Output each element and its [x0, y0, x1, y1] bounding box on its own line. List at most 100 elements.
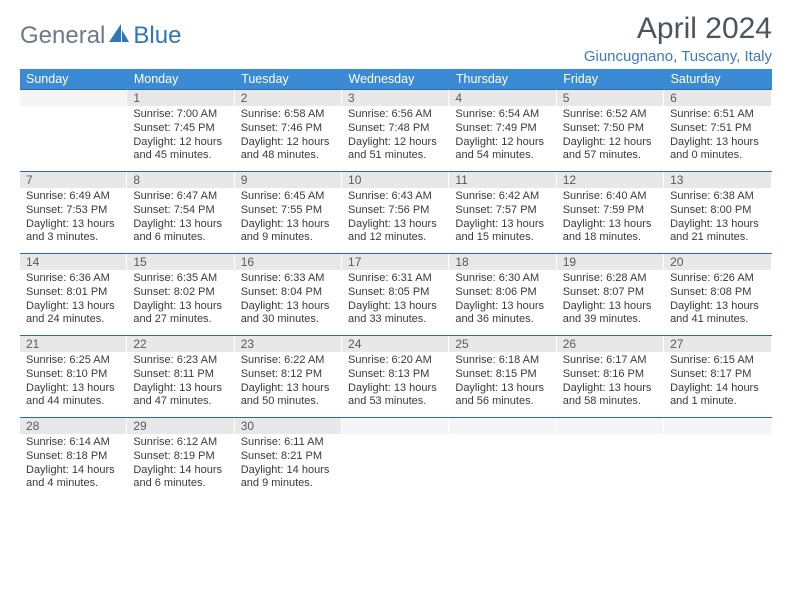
- day-line: Sunset: 8:11 PM: [133, 368, 228, 382]
- calendar-cell: 21Sunrise: 6:25 AMSunset: 8:10 PMDayligh…: [20, 336, 127, 418]
- day-line: Sunrise: 6:36 AM: [26, 272, 121, 286]
- calendar-row: 7Sunrise: 6:49 AMSunset: 7:53 PMDaylight…: [20, 172, 772, 254]
- day-line: Daylight: 14 hours: [670, 382, 765, 396]
- day-content: [664, 434, 771, 440]
- day-line: and 6 minutes.: [133, 477, 228, 491]
- day-line: Sunrise: 6:20 AM: [348, 354, 443, 368]
- day-line: and 9 minutes.: [241, 231, 336, 245]
- day-content: Sunrise: 6:22 AMSunset: 8:12 PMDaylight:…: [235, 352, 342, 413]
- calendar-cell: 10Sunrise: 6:43 AMSunset: 7:56 PMDayligh…: [342, 172, 449, 254]
- day-number: 30: [235, 418, 342, 434]
- day-number: 2: [235, 90, 342, 106]
- day-line: Sunrise: 6:26 AM: [670, 272, 765, 286]
- day-line: Daylight: 13 hours: [563, 218, 658, 232]
- day-line: Sunset: 8:13 PM: [348, 368, 443, 382]
- day-line: Daylight: 13 hours: [455, 382, 550, 396]
- calendar-cell: 20Sunrise: 6:26 AMSunset: 8:08 PMDayligh…: [664, 254, 771, 336]
- day-line: Sunset: 8:00 PM: [670, 204, 765, 218]
- calendar-cell: 9Sunrise: 6:45 AMSunset: 7:55 PMDaylight…: [235, 172, 342, 254]
- day-number: 26: [557, 336, 664, 352]
- col-saturday: Saturday: [664, 69, 771, 90]
- day-content: Sunrise: 6:47 AMSunset: 7:54 PMDaylight:…: [127, 188, 234, 249]
- day-line: Daylight: 14 hours: [241, 464, 336, 478]
- day-line: Daylight: 13 hours: [26, 218, 121, 232]
- day-line: Sunset: 7:54 PM: [133, 204, 228, 218]
- calendar-cell: 3Sunrise: 6:56 AMSunset: 7:48 PMDaylight…: [342, 90, 449, 172]
- day-content: Sunrise: 6:25 AMSunset: 8:10 PMDaylight:…: [20, 352, 127, 413]
- col-wednesday: Wednesday: [342, 69, 449, 90]
- day-line: Sunset: 7:49 PM: [455, 122, 550, 136]
- day-line: Sunset: 8:05 PM: [348, 286, 443, 300]
- day-number: 29: [127, 418, 234, 434]
- page-subtitle: Giuncugnano, Tuscany, Italy: [584, 48, 772, 65]
- day-number: 28: [20, 418, 127, 434]
- day-number: 11: [449, 172, 556, 188]
- day-line: and 57 minutes.: [563, 149, 658, 163]
- day-line: Sunrise: 6:15 AM: [670, 354, 765, 368]
- day-line: Sunset: 8:19 PM: [133, 450, 228, 464]
- day-content: Sunrise: 6:14 AMSunset: 8:18 PMDaylight:…: [20, 434, 127, 495]
- day-number: 15: [127, 254, 234, 270]
- day-number: 16: [235, 254, 342, 270]
- day-line: and 54 minutes.: [455, 149, 550, 163]
- day-line: and 3 minutes.: [26, 231, 121, 245]
- day-line: Sunset: 7:50 PM: [563, 122, 658, 136]
- day-line: Daylight: 13 hours: [133, 218, 228, 232]
- day-line: Sunset: 7:57 PM: [455, 204, 550, 218]
- day-line: Daylight: 13 hours: [670, 218, 765, 232]
- col-tuesday: Tuesday: [235, 69, 342, 90]
- day-line: and 12 minutes.: [348, 231, 443, 245]
- day-line: Sunset: 7:55 PM: [241, 204, 336, 218]
- calendar-cell: 15Sunrise: 6:35 AMSunset: 8:02 PMDayligh…: [127, 254, 234, 336]
- calendar-cell: 14Sunrise: 6:36 AMSunset: 8:01 PMDayligh…: [20, 254, 127, 336]
- logo-text-1: General: [20, 22, 105, 50]
- calendar-cell: 1Sunrise: 7:00 AMSunset: 7:45 PMDaylight…: [127, 90, 234, 172]
- day-line: Sunset: 8:18 PM: [26, 450, 121, 464]
- col-friday: Friday: [557, 69, 664, 90]
- day-line: Sunrise: 6:51 AM: [670, 108, 765, 122]
- day-line: Daylight: 13 hours: [26, 382, 121, 396]
- day-number: 1: [127, 90, 234, 106]
- day-line: Daylight: 12 hours: [563, 136, 658, 150]
- calendar-cell: 24Sunrise: 6:20 AMSunset: 8:13 PMDayligh…: [342, 336, 449, 418]
- day-number: 20: [664, 254, 771, 270]
- header-row: Sunday Monday Tuesday Wednesday Thursday…: [20, 69, 772, 90]
- day-line: Sunrise: 6:14 AM: [26, 436, 121, 450]
- day-line: and 56 minutes.: [455, 395, 550, 409]
- day-content: Sunrise: 6:28 AMSunset: 8:07 PMDaylight:…: [557, 270, 664, 331]
- day-line: and 21 minutes.: [670, 231, 765, 245]
- day-content: Sunrise: 6:51 AMSunset: 7:51 PMDaylight:…: [664, 106, 771, 167]
- day-line: Daylight: 13 hours: [348, 218, 443, 232]
- day-line: Sunset: 7:46 PM: [241, 122, 336, 136]
- day-line: Sunrise: 6:18 AM: [455, 354, 550, 368]
- day-line: Sunrise: 6:22 AM: [241, 354, 336, 368]
- day-line: Daylight: 12 hours: [348, 136, 443, 150]
- day-line: Sunset: 8:06 PM: [455, 286, 550, 300]
- day-line: Sunset: 8:08 PM: [670, 286, 765, 300]
- day-line: Daylight: 13 hours: [455, 300, 550, 314]
- day-line: Sunrise: 6:54 AM: [455, 108, 550, 122]
- day-line: Daylight: 13 hours: [241, 300, 336, 314]
- day-content: Sunrise: 6:38 AMSunset: 8:00 PMDaylight:…: [664, 188, 771, 249]
- day-content: Sunrise: 6:56 AMSunset: 7:48 PMDaylight:…: [342, 106, 449, 167]
- calendar-cell: 29Sunrise: 6:12 AMSunset: 8:19 PMDayligh…: [127, 418, 234, 500]
- day-line: and 44 minutes.: [26, 395, 121, 409]
- calendar-row: 1Sunrise: 7:00 AMSunset: 7:45 PMDaylight…: [20, 90, 772, 172]
- day-content: Sunrise: 6:23 AMSunset: 8:11 PMDaylight:…: [127, 352, 234, 413]
- day-number: 7: [20, 172, 127, 188]
- day-content: Sunrise: 6:26 AMSunset: 8:08 PMDaylight:…: [664, 270, 771, 331]
- calendar-row: 21Sunrise: 6:25 AMSunset: 8:10 PMDayligh…: [20, 336, 772, 418]
- day-number: 18: [449, 254, 556, 270]
- calendar-cell: [557, 418, 664, 500]
- day-number: 23: [235, 336, 342, 352]
- day-content: Sunrise: 6:30 AMSunset: 8:06 PMDaylight:…: [449, 270, 556, 331]
- day-line: Sunset: 8:15 PM: [455, 368, 550, 382]
- day-line: Sunset: 8:10 PM: [26, 368, 121, 382]
- calendar-cell: 8Sunrise: 6:47 AMSunset: 7:54 PMDaylight…: [127, 172, 234, 254]
- day-line: Sunset: 7:45 PM: [133, 122, 228, 136]
- day-line: Sunset: 8:04 PM: [241, 286, 336, 300]
- calendar-cell: 11Sunrise: 6:42 AMSunset: 7:57 PMDayligh…: [449, 172, 556, 254]
- day-line: and 33 minutes.: [348, 313, 443, 327]
- day-line: Sunrise: 6:38 AM: [670, 190, 765, 204]
- day-line: Daylight: 13 hours: [563, 382, 658, 396]
